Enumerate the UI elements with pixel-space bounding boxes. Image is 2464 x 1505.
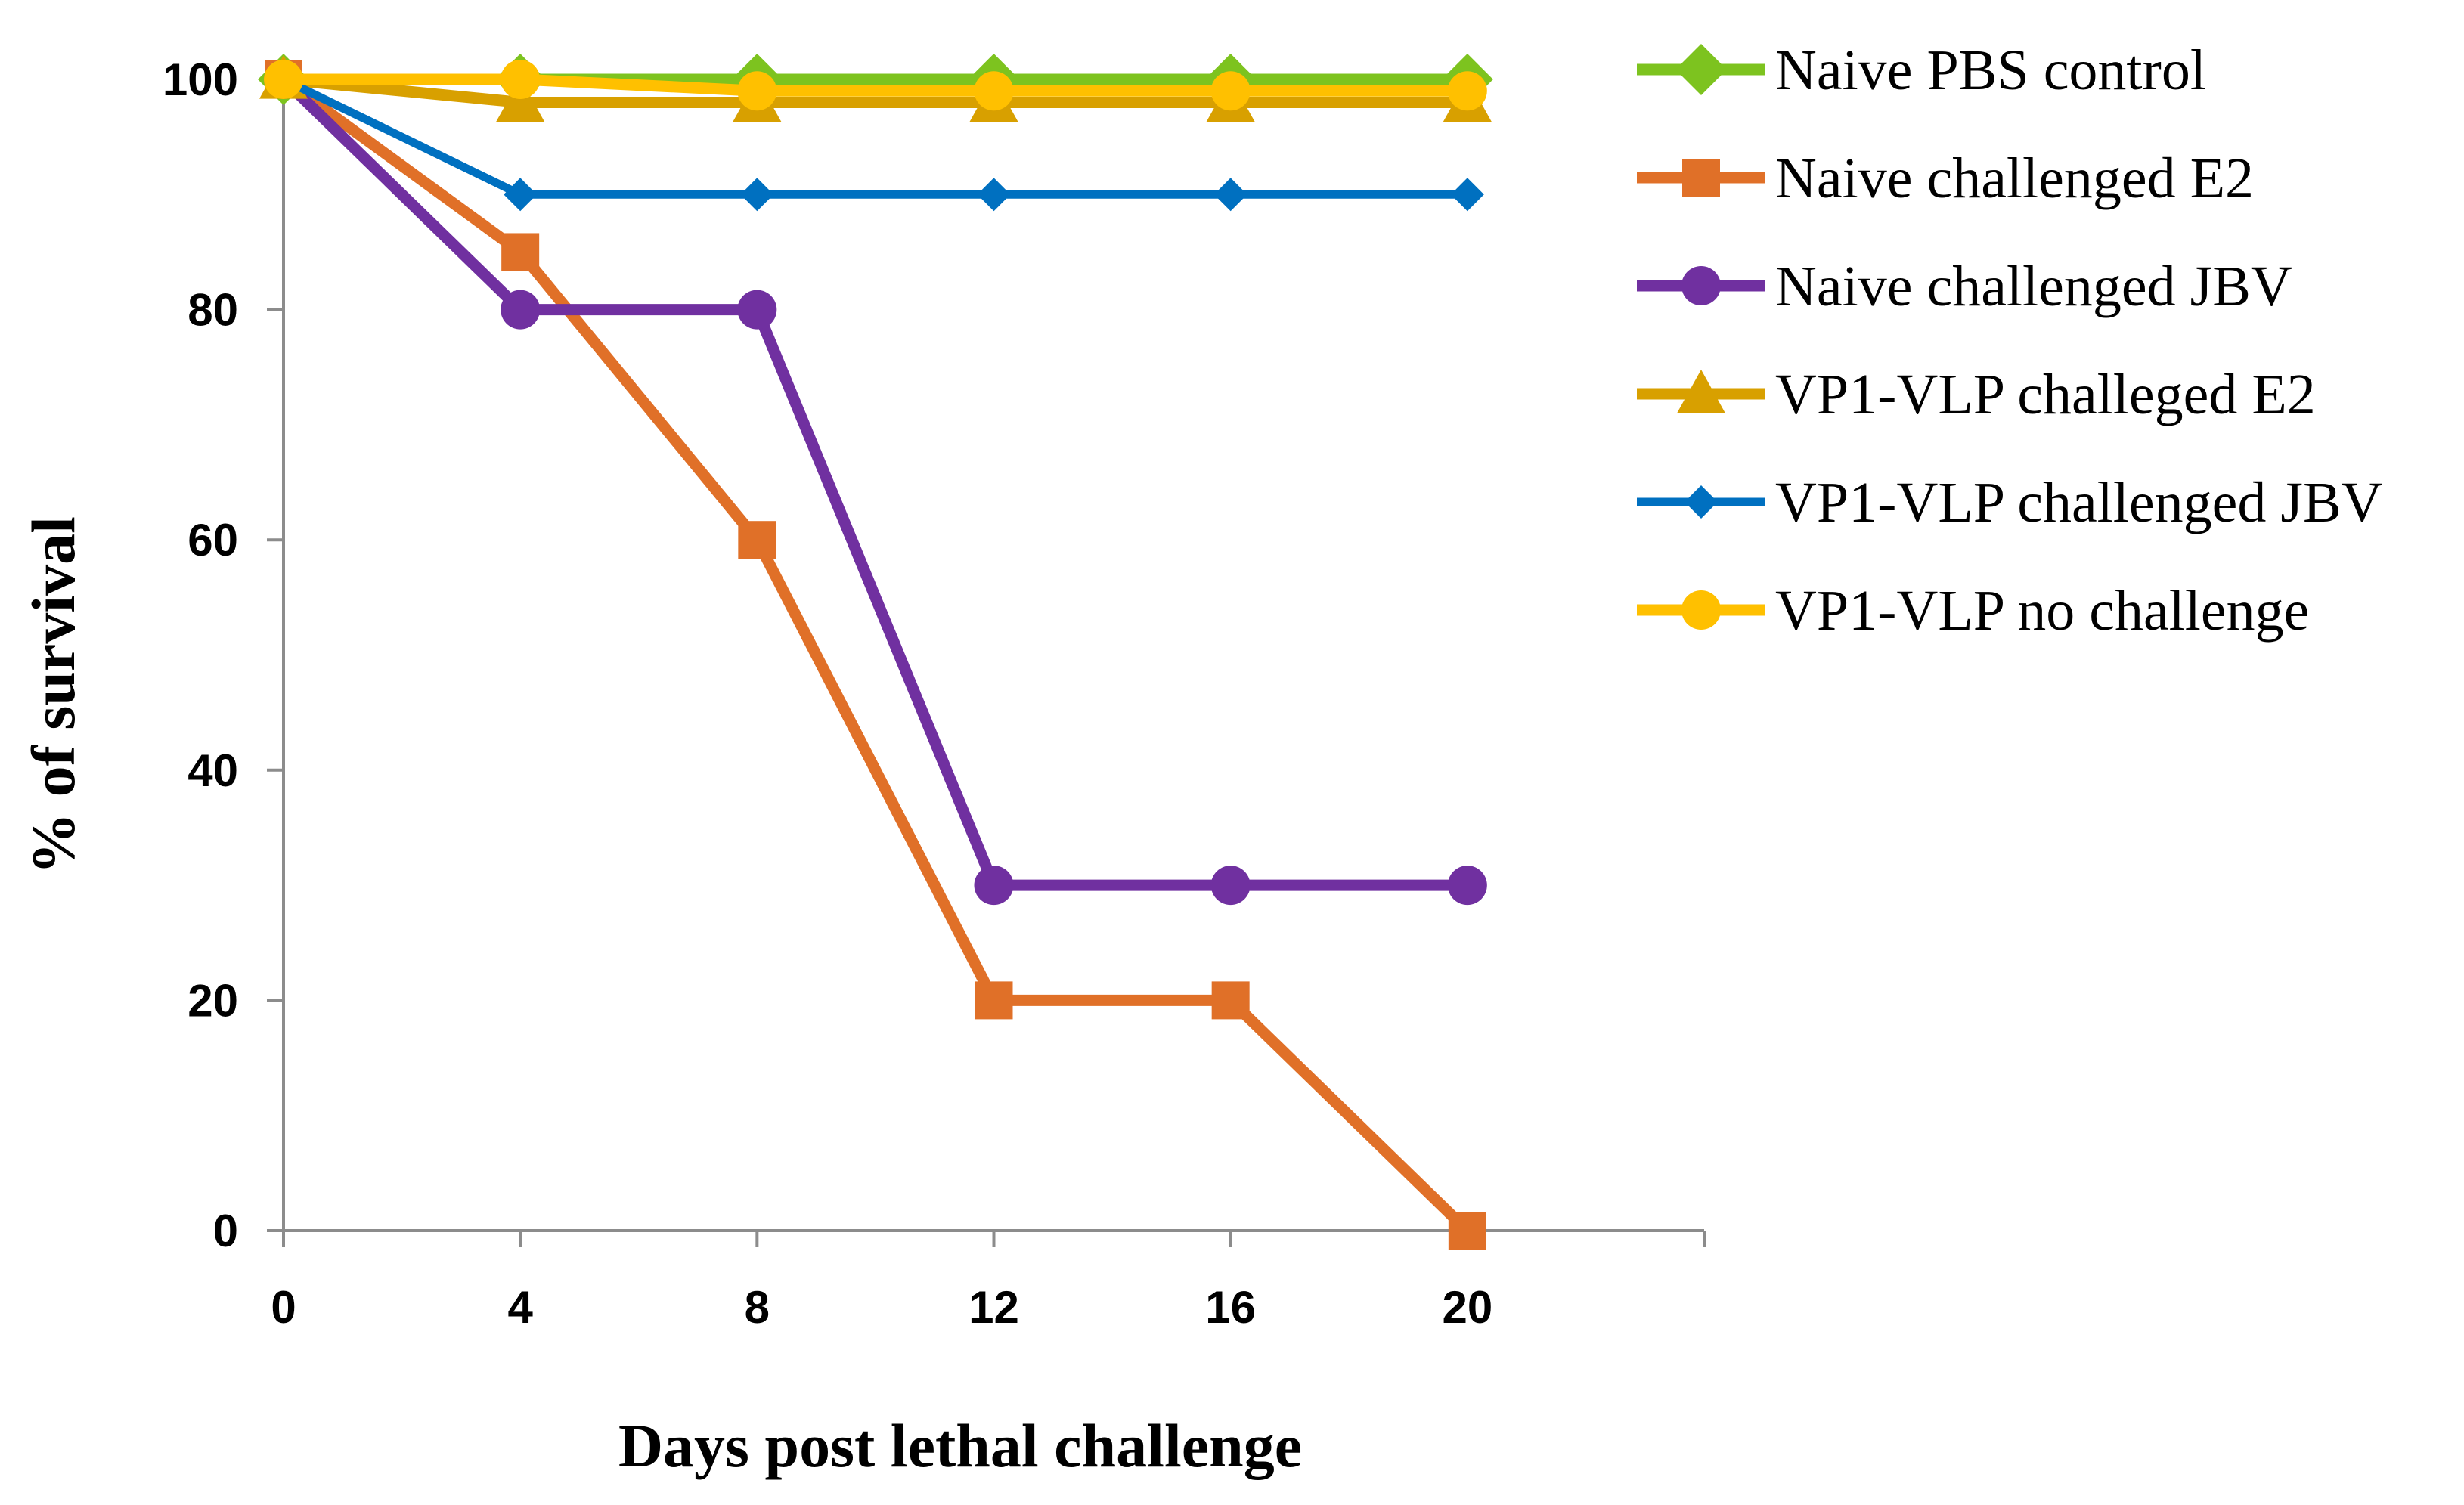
data-point — [738, 521, 776, 559]
series-line — [281, 76, 1468, 199]
y-tick-label: 100 — [163, 54, 238, 105]
legend-item: Naive challenged E2 — [1637, 147, 2254, 210]
data-point — [501, 290, 541, 330]
x-tick-label: 16 — [1205, 1282, 1256, 1333]
y-axis-title: % of survival — [19, 516, 88, 875]
data-point — [977, 178, 1011, 212]
data-point — [1682, 159, 1720, 197]
legend-item: VP1-VLP challenged JBV — [1637, 471, 2383, 534]
legend-item: VP1-VLP challeged E2 — [1637, 363, 2316, 426]
y-tick-label: 0 — [213, 1206, 238, 1256]
y-tick-label: 40 — [188, 745, 238, 796]
legend-label: VP1-VLP challeged E2 — [1775, 363, 2316, 426]
data-point — [975, 981, 1013, 1020]
data-point — [1211, 981, 1250, 1020]
legend-label: Naive challenged JBV — [1775, 255, 2292, 318]
x-tick-label: 0 — [271, 1282, 296, 1333]
data-point — [1210, 71, 1251, 111]
series-6 — [264, 60, 1487, 111]
y-tick-label: 20 — [188, 975, 238, 1026]
x-axis-title: Days post lethal challenge — [618, 1411, 1302, 1480]
x-tick-label: 4 — [507, 1282, 533, 1333]
y-tick-label: 60 — [188, 515, 238, 565]
legend-item: Naive PBS control — [1637, 39, 2206, 102]
y-tick-label: 80 — [188, 285, 238, 336]
data-point — [501, 60, 541, 99]
axes — [267, 78, 1706, 1247]
data-point — [737, 71, 777, 111]
data-point — [504, 178, 538, 212]
x-tick-label: 12 — [969, 1282, 1019, 1333]
legend-label: Naive challenged E2 — [1775, 147, 2254, 210]
series-line — [279, 75, 1468, 891]
data-point — [1213, 178, 1247, 212]
x-tick-label: 8 — [745, 1282, 770, 1333]
data-point — [501, 233, 540, 271]
legend-label: VP1-VLP no challenge — [1775, 579, 2309, 643]
data-point — [1450, 178, 1484, 212]
series-line — [280, 74, 1472, 1235]
data-point — [1681, 590, 1721, 630]
data-point — [974, 71, 1014, 111]
data-point — [737, 290, 777, 330]
legend-label: Naive PBS control — [1775, 39, 2206, 102]
data-point — [1210, 866, 1251, 906]
data-point — [1685, 485, 1718, 519]
legend-item: Naive challenged JBV — [1637, 255, 2292, 318]
data-point — [264, 60, 303, 99]
data-point — [1677, 370, 1725, 413]
data-point — [1448, 1212, 1486, 1250]
series-line — [284, 73, 1468, 97]
data-point — [974, 866, 1014, 906]
data-point — [1447, 71, 1487, 111]
tick-labels: 0 20 40 60 80 100 0 4 8 12 16 20 — [163, 54, 1492, 1333]
series-line — [283, 73, 1468, 108]
data-point — [496, 78, 545, 122]
data-point — [740, 178, 774, 212]
x-tick-label: 20 — [1442, 1282, 1492, 1333]
legend: Naive PBS control Naive challenged E2 Naiv… — [1637, 39, 2383, 643]
data-point — [1447, 866, 1487, 906]
legend-item: VP1-VLP no challenge — [1637, 579, 2309, 643]
data-point — [1675, 44, 1727, 95]
data-point — [1681, 266, 1721, 305]
series-lines — [258, 54, 1493, 1250]
legend-label: VP1-VLP challenged JBV — [1775, 471, 2383, 534]
